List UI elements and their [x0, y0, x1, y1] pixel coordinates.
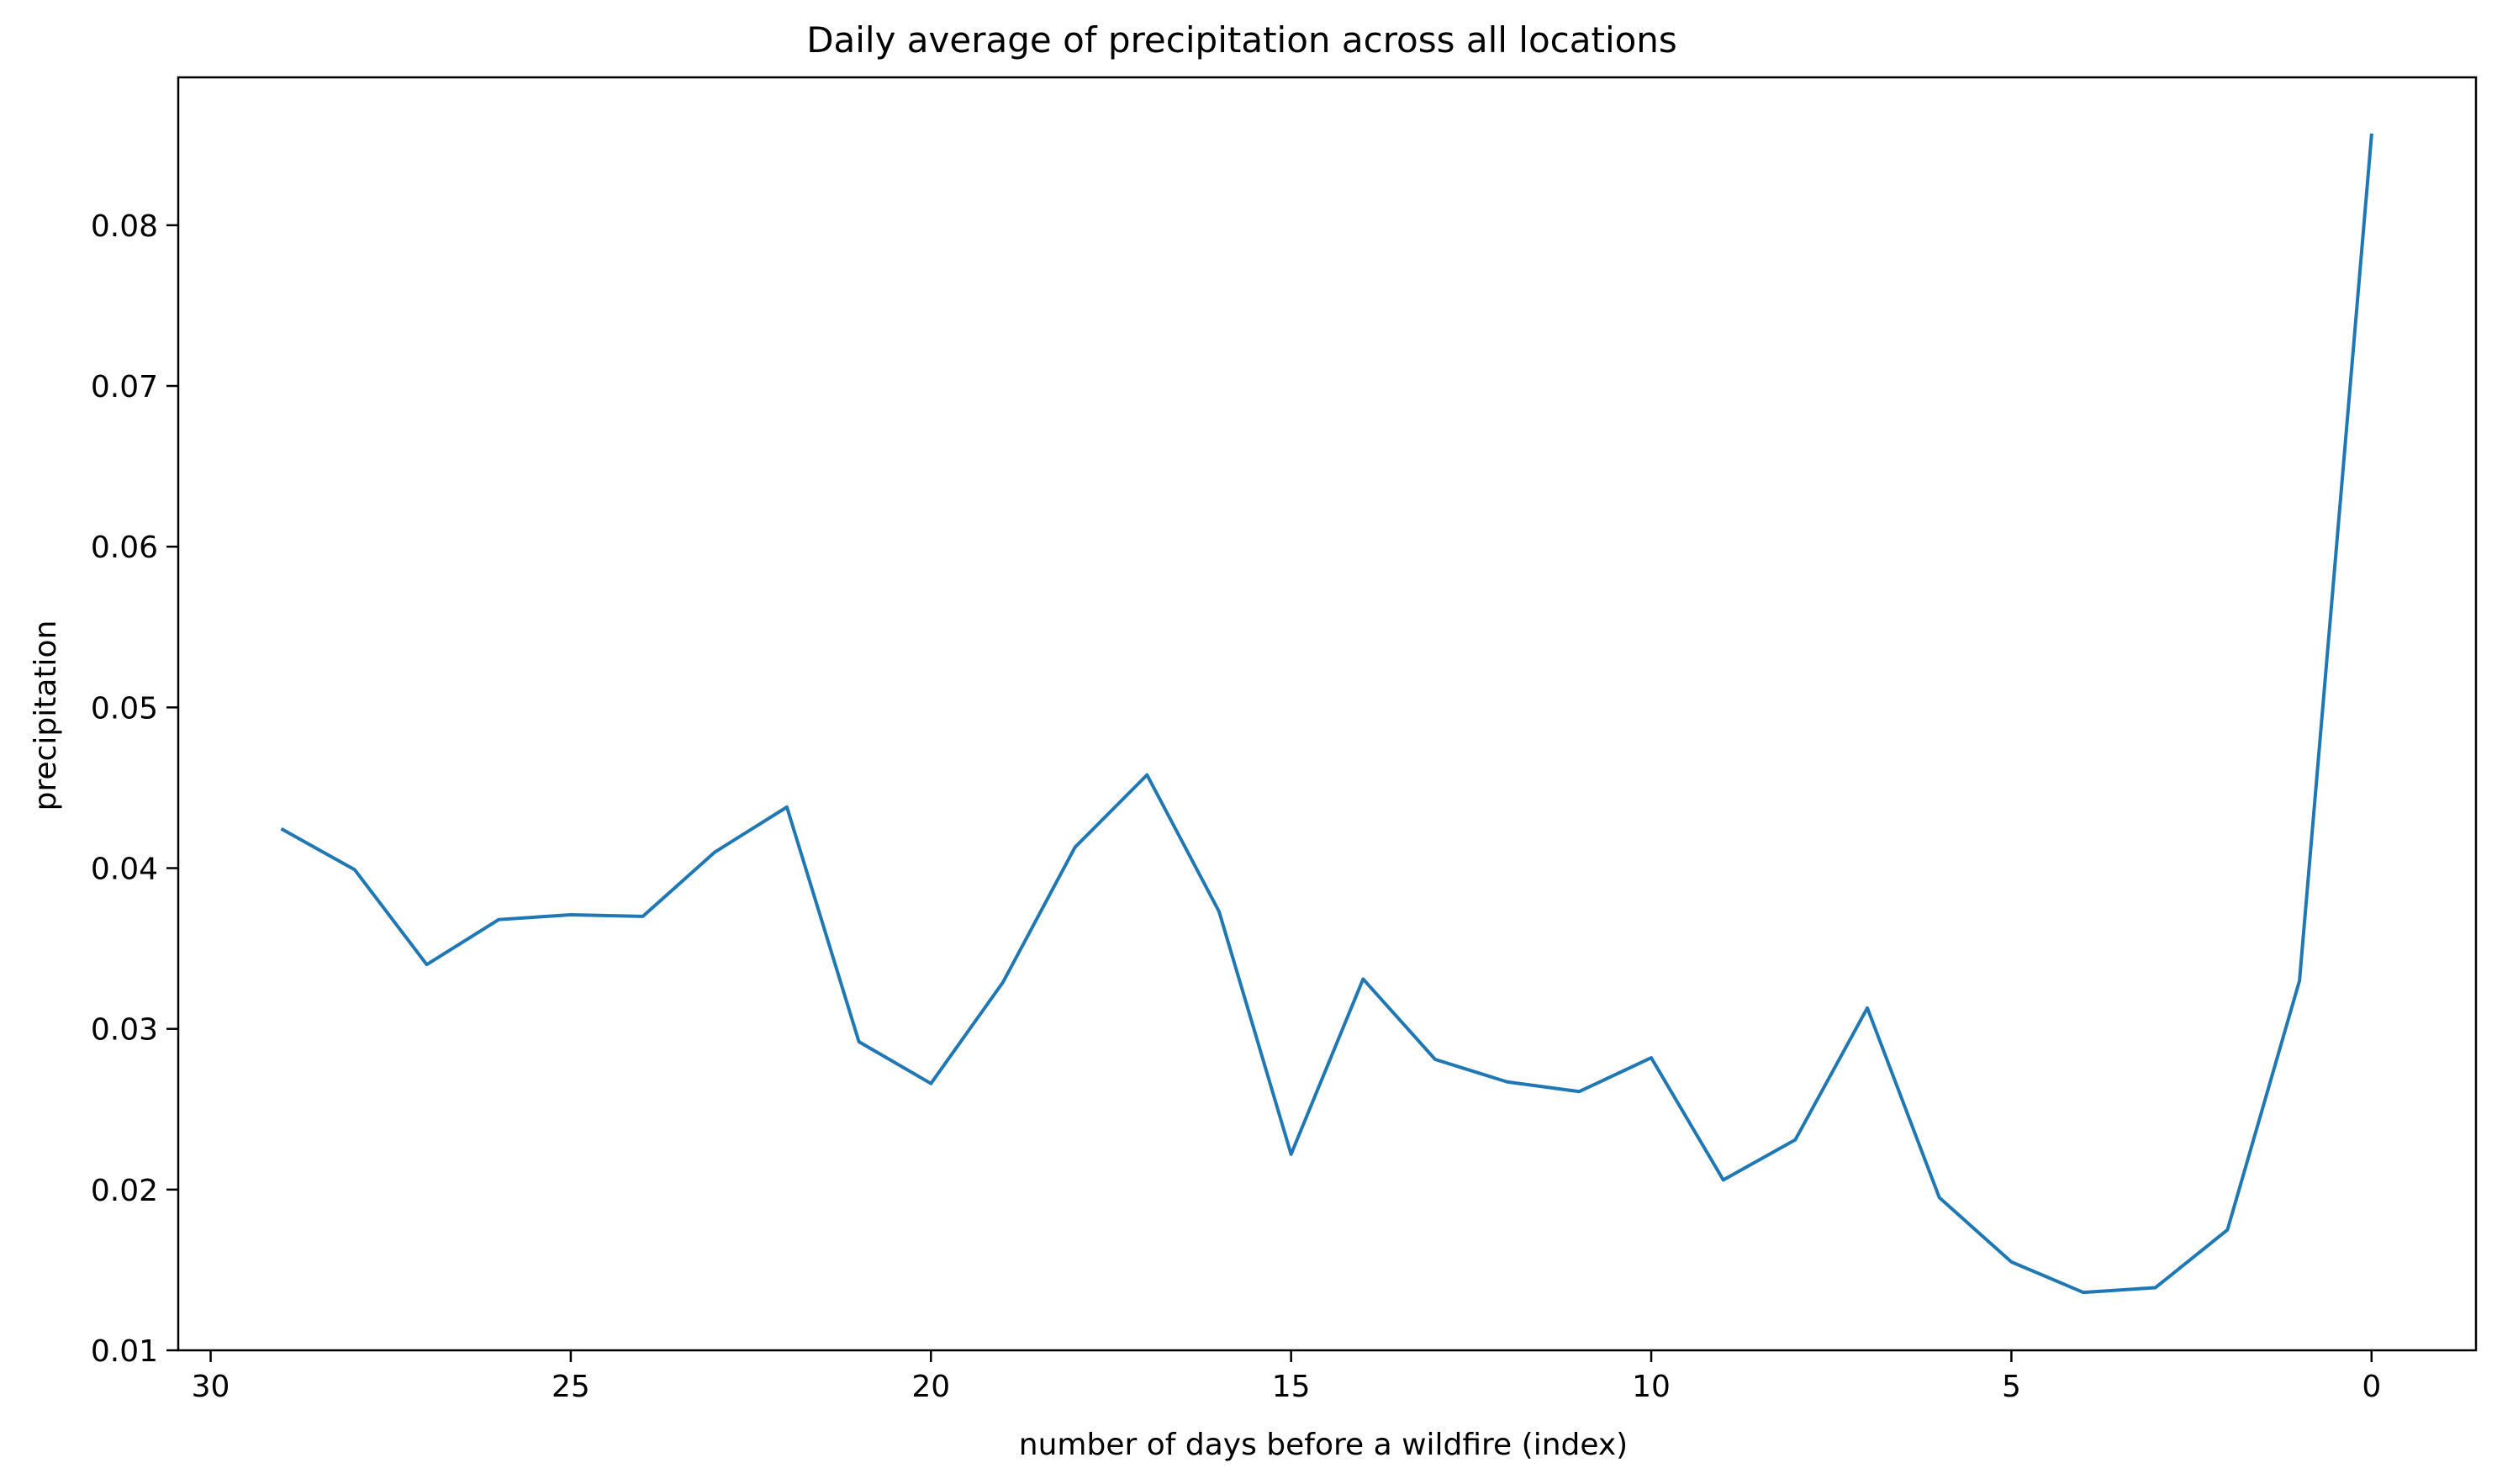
y-tick-label: 0.06 — [91, 531, 158, 565]
y-tick-label: 0.04 — [91, 853, 158, 887]
y-tick-label: 0.03 — [91, 1013, 158, 1048]
y-tick-label: 0.02 — [91, 1174, 158, 1208]
y-tick-label: 0.05 — [91, 691, 158, 726]
x-tick-label: 15 — [1272, 1370, 1311, 1404]
x-axis-label: number of days before a wildfire (index) — [1019, 1428, 1628, 1462]
x-tick-label: 30 — [192, 1370, 230, 1404]
y-axis-label: precipitation — [29, 621, 63, 811]
chart-title: Daily average of precipitation across al… — [806, 19, 1677, 61]
y-tick-label: 0.07 — [91, 370, 158, 404]
x-tick-label: 10 — [1632, 1370, 1671, 1404]
x-tick-label: 25 — [552, 1370, 590, 1404]
y-tick-label: 0.01 — [91, 1334, 158, 1369]
x-tick-label: 20 — [911, 1370, 950, 1404]
x-tick-label: 0 — [2362, 1370, 2381, 1404]
y-tick-label: 0.08 — [91, 209, 158, 244]
x-tick-label: 5 — [2002, 1370, 2021, 1404]
